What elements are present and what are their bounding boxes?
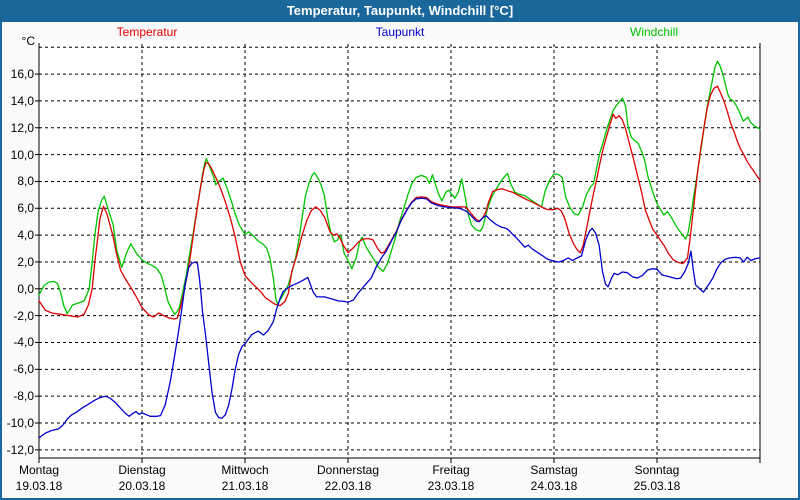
y-tick-label: 12,0 — [10, 120, 34, 135]
temperatur-line — [38, 85, 761, 320]
x-date-label: 20.03.18 — [118, 479, 166, 493]
y-tick-label: 0,0 — [17, 281, 34, 296]
x-weekday-label: Donnerstag — [316, 463, 380, 477]
y-tick-label: 6,0 — [17, 201, 34, 216]
y-tick-label: 8,0 — [17, 174, 34, 189]
y-tick-label: 14,0 — [10, 93, 34, 108]
page-title: Temperatur, Taupunkt, Windchill [°C] — [286, 3, 514, 18]
taupunkt-line — [38, 197, 761, 439]
x-weekday-label: Mittwoch — [221, 463, 269, 477]
y-tick-label: -6,0 — [13, 362, 34, 377]
x-date-label: 21.03.18 — [221, 479, 269, 493]
y-tick-label: 16,0 — [10, 67, 34, 82]
legend-windchill: Windchill — [629, 25, 679, 39]
y-tick-label: 10,0 — [10, 147, 34, 162]
x-weekday-label: Sonntag — [634, 463, 680, 477]
x-weekday-label: Samstag — [530, 463, 578, 477]
y-tick-label: 4,0 — [17, 228, 34, 243]
legend-taupunkt: Taupunkt — [375, 25, 425, 39]
x-weekday-label: Montag — [18, 463, 60, 477]
x-date-label: 24.03.18 — [530, 479, 578, 493]
y-axis-unit-label: °C — [21, 34, 35, 48]
x-date-label: 22.03.18 — [324, 479, 372, 493]
y-tick-label: -8,0 — [13, 389, 34, 404]
x-weekday-label: Freitag — [432, 463, 470, 477]
y-tick-label: 2,0 — [17, 254, 34, 269]
y-tick-label: -10,0 — [6, 416, 34, 430]
x-date-label: 19.03.18 — [15, 479, 63, 493]
x-date-label: 25.03.18 — [633, 479, 681, 493]
y-tick-label: -4,0 — [13, 335, 34, 350]
legend-temperatur: Temperatur — [116, 25, 178, 39]
windchill-line — [38, 60, 761, 315]
y-tick-label: -12,0 — [6, 442, 34, 457]
y-tick-label: -2,0 — [13, 308, 34, 323]
title-bar: Temperatur, Taupunkt, Windchill [°C] — [0, 0, 800, 22]
x-weekday-label: Dienstag — [118, 463, 166, 477]
x-date-label: 23.03.18 — [427, 479, 475, 493]
plot-background — [39, 40, 760, 458]
